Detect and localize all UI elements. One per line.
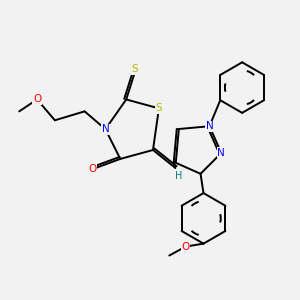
Text: O: O xyxy=(182,242,190,252)
Text: N: N xyxy=(101,124,109,134)
Text: H: H xyxy=(175,171,182,181)
Text: O: O xyxy=(33,94,41,104)
Text: N: N xyxy=(218,148,225,158)
Text: S: S xyxy=(156,103,162,113)
Text: S: S xyxy=(132,64,139,74)
Text: O: O xyxy=(88,164,96,174)
Text: N: N xyxy=(206,121,213,131)
